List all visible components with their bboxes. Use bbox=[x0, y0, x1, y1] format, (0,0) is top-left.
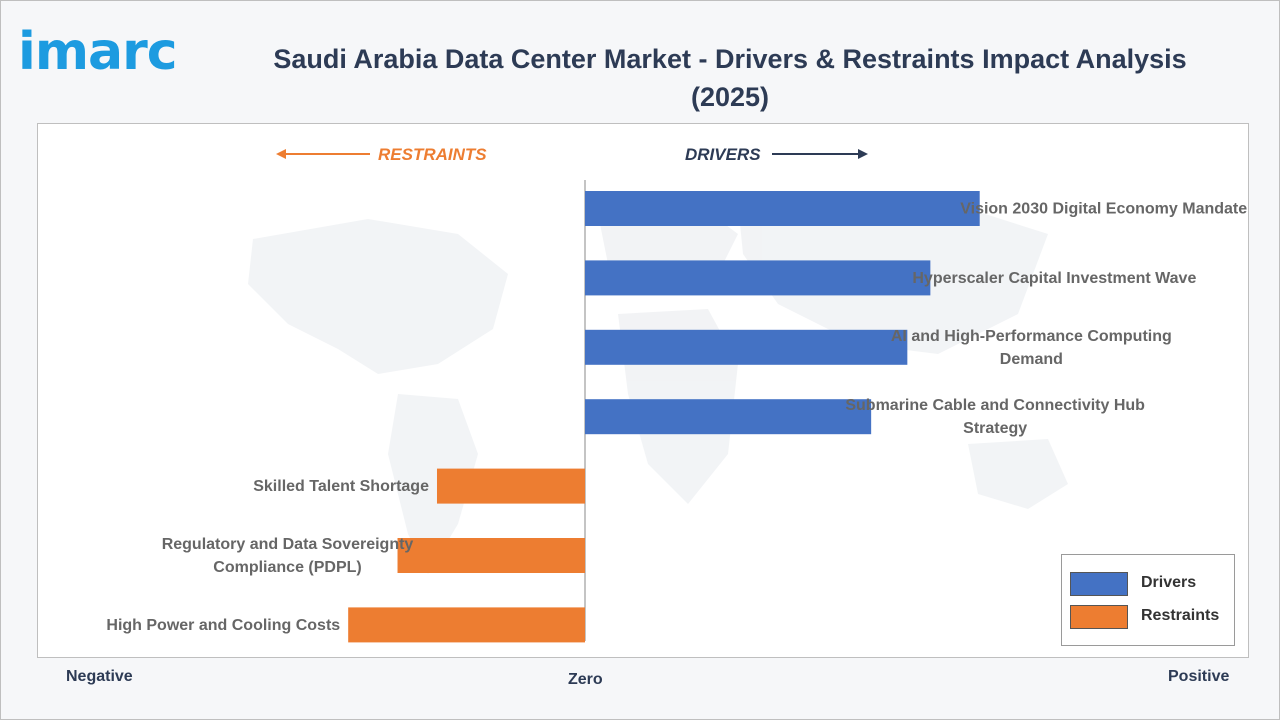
legend-swatch-drivers bbox=[1070, 572, 1128, 596]
drivers-direction-label: DRIVERS bbox=[685, 145, 761, 164]
axis-positive-label: Positive bbox=[1168, 668, 1230, 685]
plot-area: RESTRAINTS DRIVERS Vision 2030 Digital E… bbox=[37, 123, 1249, 658]
axis-zero-label: Zero bbox=[568, 671, 603, 688]
bar-label: Hyperscaler Capital Investment Wave bbox=[912, 270, 1196, 287]
legend-label-drivers: Drivers bbox=[1141, 574, 1197, 591]
axis-negative-label: Negative bbox=[66, 668, 133, 685]
restraints-direction-label: RESTRAINTS bbox=[378, 145, 487, 164]
bars-layer: Vision 2030 Digital Economy Mandate Hyper… bbox=[106, 191, 1247, 643]
drivers-arrow-icon bbox=[858, 149, 868, 159]
bar-label: High Power and Cooling Costs bbox=[106, 617, 340, 634]
bar-label: Vision 2030 Digital Economy Mandate bbox=[960, 201, 1247, 218]
drivers-direction: DRIVERS bbox=[685, 145, 868, 164]
bar-drivers bbox=[585, 191, 980, 226]
legend-item-restraints: Restraints bbox=[1070, 605, 1230, 629]
imarc-logo: imarc bbox=[18, 22, 178, 82]
legend-swatch-restraints bbox=[1070, 605, 1128, 629]
bar-label: AI and High-Performance Computing Demand bbox=[891, 328, 1172, 368]
restraints-direction: RESTRAINTS bbox=[276, 145, 487, 164]
bar-label: Regulatory and Data Sovereignty Complianc… bbox=[162, 536, 414, 576]
world-map-watermark bbox=[248, 199, 1068, 574]
chart-title: Saudi Arabia Data Center Market - Driver… bbox=[273, 44, 1187, 112]
bar-label: Submarine Cable and Connectivity Hub Stra… bbox=[845, 397, 1145, 437]
impact-bar-chart: RESTRAINTS DRIVERS Vision 2030 Digital E… bbox=[106, 145, 1247, 643]
bar-restraints bbox=[397, 538, 585, 573]
legend-item-drivers: Drivers bbox=[1070, 572, 1230, 596]
restraints-arrow-icon bbox=[276, 149, 286, 159]
bar-restraints bbox=[436, 468, 585, 504]
bar-label: Skilled Talent Shortage bbox=[253, 478, 429, 495]
legend-label-restraints: Restraints bbox=[1141, 607, 1220, 624]
bar-drivers bbox=[585, 329, 908, 365]
bar-drivers bbox=[585, 399, 872, 435]
bar-restraints bbox=[348, 607, 585, 643]
bar-drivers bbox=[585, 260, 931, 296]
legend: Drivers Restraints bbox=[1061, 554, 1235, 646]
